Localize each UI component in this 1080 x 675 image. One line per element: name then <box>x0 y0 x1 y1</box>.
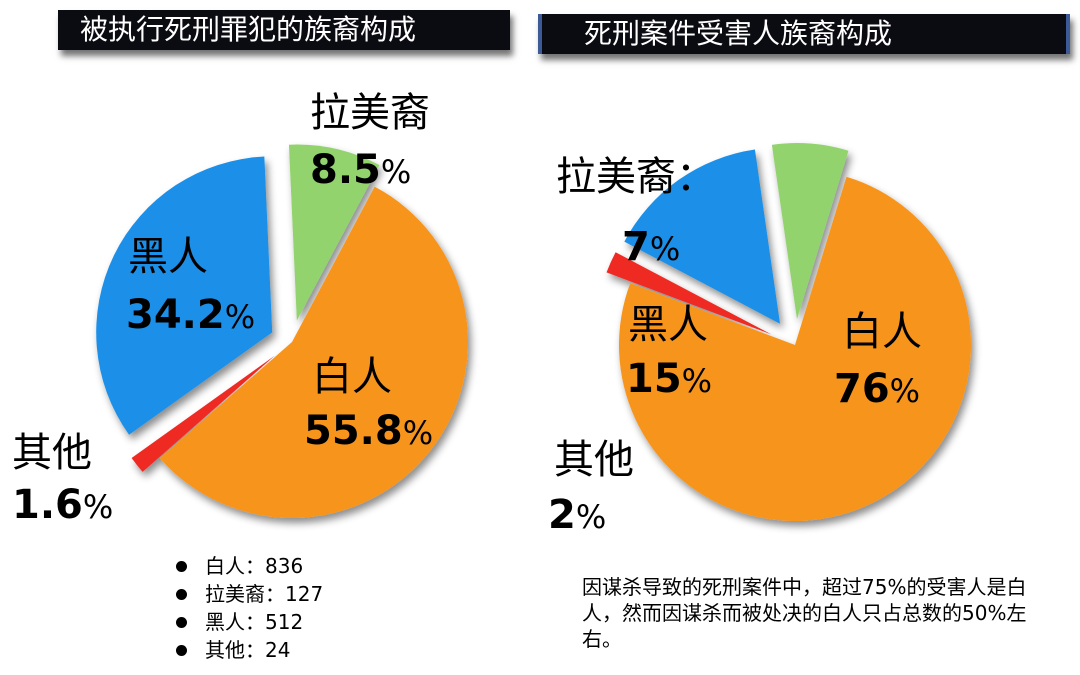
left-chart-title: 被执行死刑罪犯的族裔构成 <box>58 10 510 50</box>
left-pie <box>96 144 469 518</box>
bullet-icon <box>176 560 187 572</box>
right-label-white: 白人 <box>842 309 922 355</box>
left-label-other: 其他 <box>12 430 92 476</box>
bullet-icon <box>176 616 187 628</box>
left-legend: 白人： 836 拉美裔： 127 黑人： 512 其他： 24 <box>176 552 323 664</box>
right-slice-black <box>624 149 781 324</box>
left-pct-white: 55.8% <box>304 408 433 454</box>
title-edge-right <box>1066 14 1070 54</box>
right-chart-title: 死刑案件受害人族裔构成 <box>538 14 1070 54</box>
annotation-text: 因谋杀导致的死刑案件中，超过75%的受害人是白人，然而因谋杀而被处决的白人只占总… <box>582 575 1027 651</box>
left-pct-other: 1.6% <box>12 482 113 528</box>
right-label-hispanic: 拉美裔： <box>556 154 716 200</box>
right-pct-white: 76% <box>834 366 920 412</box>
right-pct-other: 2% <box>548 492 606 538</box>
left-slice-black <box>96 156 273 435</box>
bullet-icon <box>176 644 187 656</box>
left-pct-black: 34.2% <box>126 292 255 338</box>
right-label-black: 黑人 <box>628 302 708 348</box>
title-edge-left <box>538 14 542 54</box>
left-slice-other <box>131 355 275 472</box>
left-slice-white <box>159 186 469 518</box>
legend-item: 其他： 24 <box>176 636 323 664</box>
bullet-icon <box>176 588 187 600</box>
right-slice-white <box>619 176 972 521</box>
right-chart-title-text: 死刑案件受害人族裔构成 <box>584 17 893 50</box>
left-slice-hispanic <box>288 144 380 321</box>
left-chart-title-text: 被执行死刑罪犯的族裔构成 <box>80 13 417 46</box>
legend-item: 拉美裔： 127 <box>176 580 323 608</box>
right-pct-hispanic: 7% <box>622 224 680 270</box>
right-slice-other <box>606 252 772 335</box>
legend-item: 白人： 836 <box>176 552 323 580</box>
left-label-hispanic: 拉美裔 <box>310 90 430 136</box>
right-pct-black: 15% <box>626 356 712 402</box>
left-label-white: 白人 <box>312 354 392 400</box>
legend-item: 黑人： 512 <box>176 608 323 636</box>
right-label-other: 其他 <box>554 437 634 483</box>
right-slice-hispanic <box>771 143 849 320</box>
right-pie <box>606 143 972 521</box>
left-pct-hispanic: 8.5% <box>310 147 411 193</box>
left-label-black: 黑人 <box>128 234 208 280</box>
